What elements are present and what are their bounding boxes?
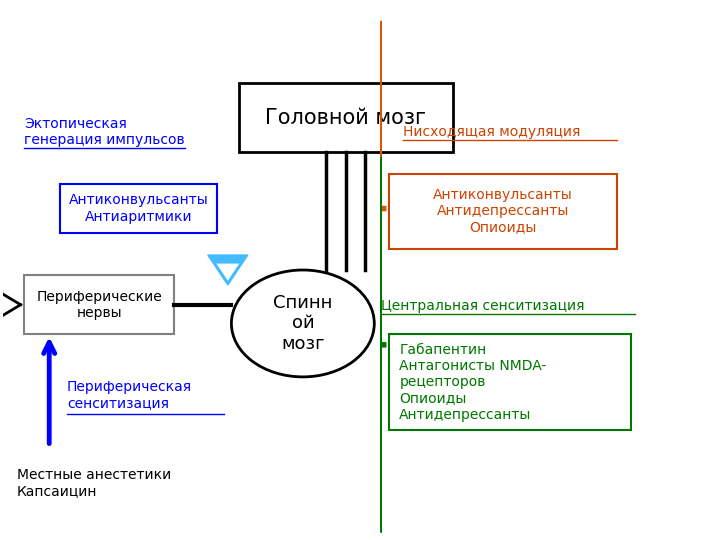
Text: Габапентин
Антагонисты NMDA-
рецепторов
Опиоиды
Антидепрессанты: Габапентин Антагонисты NMDA- рецепторов … — [400, 343, 546, 422]
FancyArrowPatch shape — [381, 157, 386, 532]
Text: Головной мозг: Головной мозг — [265, 107, 426, 127]
Circle shape — [231, 270, 374, 377]
Text: Спинн
ой
мозг: Спинн ой мозг — [273, 294, 333, 353]
Polygon shape — [217, 264, 239, 281]
Text: Нисходящая модуляция: Нисходящая модуляция — [403, 125, 580, 139]
FancyBboxPatch shape — [238, 83, 453, 152]
Polygon shape — [208, 255, 248, 285]
FancyArrowPatch shape — [381, 21, 386, 396]
FancyBboxPatch shape — [389, 334, 631, 430]
FancyBboxPatch shape — [24, 275, 174, 334]
FancyBboxPatch shape — [389, 174, 617, 248]
Text: Эктопическая
генерация импульсов: Эктопическая генерация импульсов — [24, 117, 185, 147]
Text: Периферические
нервы: Периферические нервы — [36, 289, 162, 320]
Text: Местные анестетики
Капсаицин: Местные анестетики Капсаицин — [17, 468, 171, 498]
Text: Периферическая
сенситизация: Периферическая сенситизация — [67, 380, 192, 410]
Text: Антиконвульсанты
Антиаритмики: Антиконвульсанты Антиаритмики — [68, 193, 208, 224]
Text: Центральная сенситизация: Центральная сенситизация — [382, 299, 585, 313]
FancyBboxPatch shape — [60, 185, 217, 233]
Text: Антиконвульсанты
Антидепрессанты
Опиоиды: Антиконвульсанты Антидепрессанты Опиоиды — [433, 188, 573, 234]
